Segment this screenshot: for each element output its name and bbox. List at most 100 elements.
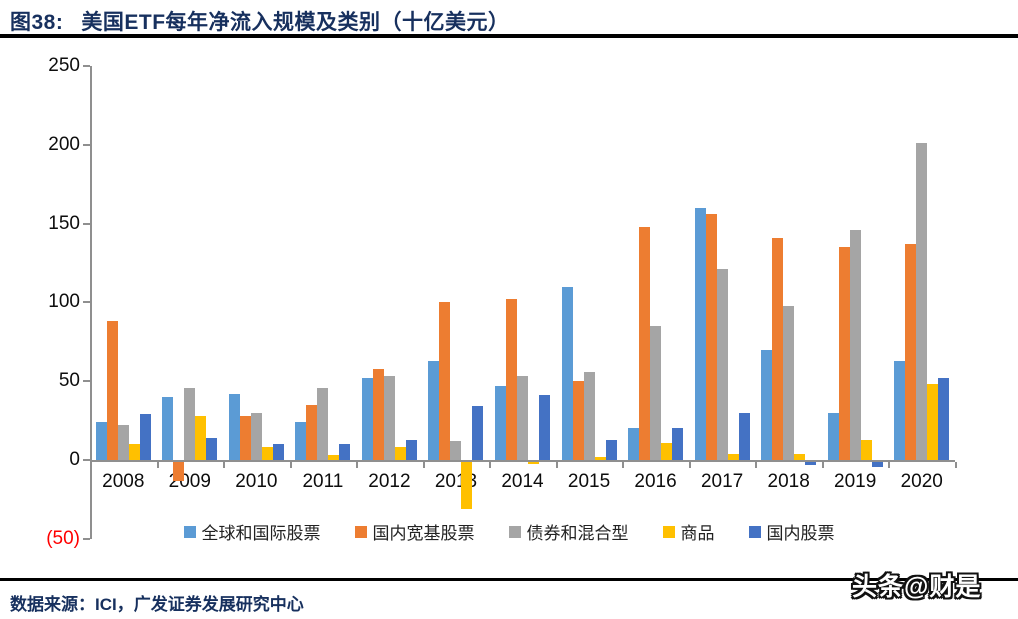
x-tick-label-2017: 2017	[700, 471, 744, 492]
bar-bond-and-hybrid-2016	[650, 326, 662, 460]
x-axis-tick	[223, 462, 226, 468]
x-tick-label-2019: 2019	[834, 471, 877, 492]
bar-global-intl-equity-2018	[761, 349, 773, 460]
bar-global-intl-equity-2019	[827, 412, 839, 460]
bar-domestic-equity-2010	[272, 444, 284, 460]
bar-domestic-equity-2016	[672, 428, 684, 460]
bar-domestic-broad-equity-2020	[905, 244, 917, 460]
y-tick-label: 50	[58, 370, 80, 392]
bar-global-intl-equity-2015	[561, 286, 573, 460]
x-axis-tick	[821, 462, 824, 468]
bar-commodity-2013	[461, 462, 473, 510]
x-tick-label-2020: 2020	[900, 471, 943, 492]
bar-commodity-2014	[528, 462, 539, 464]
bar-global-intl-equity-2013	[428, 360, 440, 460]
bar-bond-and-hybrid-2020	[916, 143, 928, 460]
y-tick-label: 100	[48, 291, 80, 313]
bar-domestic-broad-equity-2015	[572, 381, 584, 460]
legend-swatch-domestic-broad-equity	[354, 525, 367, 538]
y-axis-tick	[83, 143, 90, 146]
bar-domestic-equity-2011	[339, 444, 351, 460]
bar-bond-and-hybrid-2015	[583, 371, 595, 460]
legend-label-bond-and-hybrid: 债券和混合型	[526, 524, 629, 543]
x-axis-tick	[422, 462, 425, 468]
x-tick-label-2015: 2015	[567, 471, 611, 492]
bar-bond-and-hybrid-2008	[117, 425, 129, 460]
y-axis-tick	[83, 301, 90, 304]
bar-bond-and-hybrid-2019	[849, 229, 861, 460]
x-tick-label-2014: 2014	[501, 471, 544, 492]
x-axis-tick	[90, 462, 92, 468]
x-tick-label-2008: 2008	[102, 471, 145, 492]
bar-commodity-2016	[661, 442, 673, 460]
chart-header: 图38: 美国ETF每年净流入规模及类别（十亿美元）	[10, 6, 510, 36]
bar-domestic-broad-equity-2009	[173, 462, 185, 481]
x-axis-tick	[755, 462, 758, 468]
x-tick-label-2016: 2016	[634, 471, 677, 492]
x-tick-label-2013: 2013	[434, 471, 478, 492]
page-title: 美国ETF每年净流入规模及类别（十亿美元）	[81, 11, 510, 34]
legend-swatch-commodity	[662, 525, 675, 538]
bar-bond-and-hybrid-2009	[184, 387, 196, 460]
legend-item-domestic-broad-equity: 国内宽基股票	[354, 519, 475, 544]
y-axis-tick	[83, 459, 90, 461]
bar-domestic-equity-2013	[472, 406, 484, 460]
y-axis-tick	[83, 65, 90, 67]
bar-commodity-2018	[794, 453, 806, 460]
legend-item-commodity: 商品	[662, 519, 715, 544]
y-axis-tick	[83, 537, 90, 540]
y-axis-line	[90, 66, 92, 539]
legend: 全球和国际股票 国内宽基股票 债券和混合型 商品 国内股票	[0, 519, 1018, 544]
bar-domestic-equity-2009	[206, 437, 218, 460]
x-axis-tick	[156, 462, 159, 468]
bar-bond-and-hybrid-2011	[317, 387, 329, 460]
bar-domestic-equity-2017	[738, 412, 750, 460]
figure-label: 图38:	[10, 11, 64, 34]
legend-item-bond-and-hybrid: 债券和混合型	[508, 519, 629, 544]
x-axis-tick	[955, 462, 957, 468]
bar-domestic-broad-equity-2011	[306, 404, 318, 460]
bar-commodity-2019	[860, 439, 872, 460]
bar-bond-and-hybrid-2017	[716, 269, 728, 460]
bar-bond-and-hybrid-2010	[250, 412, 262, 460]
bar-domestic-broad-equity-2012	[372, 368, 384, 460]
watermark: 头条@财是	[852, 573, 982, 601]
y-tick-label: 150	[48, 212, 80, 234]
y-axis-tick	[83, 222, 90, 225]
bar-domestic-broad-equity-2016	[639, 226, 651, 460]
y-tick-label: 250	[48, 55, 80, 76]
bar-bond-and-hybrid-2018	[783, 305, 795, 460]
bar-domestic-broad-equity-2013	[439, 302, 451, 460]
bar-domestic-equity-2019	[871, 462, 883, 467]
bar-domestic-broad-equity-2019	[838, 247, 850, 460]
bar-commodity-2015	[594, 456, 606, 460]
x-tick-label-2018: 2018	[767, 471, 810, 492]
title-divider	[0, 34, 1018, 38]
legend-swatch-domestic-equity	[748, 525, 761, 538]
bar-domestic-equity-2020	[938, 378, 950, 460]
bar-commodity-2012	[394, 447, 406, 460]
footer-divider	[0, 578, 1018, 581]
bar-domestic-equity-2018	[805, 462, 817, 466]
bar-domestic-broad-equity-2014	[506, 299, 517, 460]
bar-domestic-broad-equity-2018	[772, 237, 784, 460]
x-axis-tick	[622, 462, 625, 468]
bar-domestic-equity-2012	[405, 439, 417, 460]
bar-global-intl-equity-2016	[628, 428, 640, 460]
bar-bond-and-hybrid-2014	[517, 376, 528, 460]
y-axis-tick	[83, 380, 90, 383]
x-axis-tick	[489, 462, 492, 468]
bar-domestic-equity-2008	[139, 414, 151, 460]
legend-label-domestic-broad-equity: 国内宽基股票	[372, 524, 475, 543]
bar-commodity-2009	[195, 415, 207, 460]
y-tick-label: (50)	[46, 527, 80, 549]
bar-domestic-broad-equity-2017	[705, 214, 717, 460]
bar-commodity-2011	[328, 455, 340, 460]
x-axis-tick	[289, 462, 292, 468]
bar-commodity-2008	[128, 444, 140, 460]
x-tick-label-2011: 2011	[302, 471, 344, 492]
bar-global-intl-equity-2012	[361, 378, 373, 460]
bar-commodity-2017	[727, 453, 739, 460]
x-axis-tick	[688, 462, 691, 468]
